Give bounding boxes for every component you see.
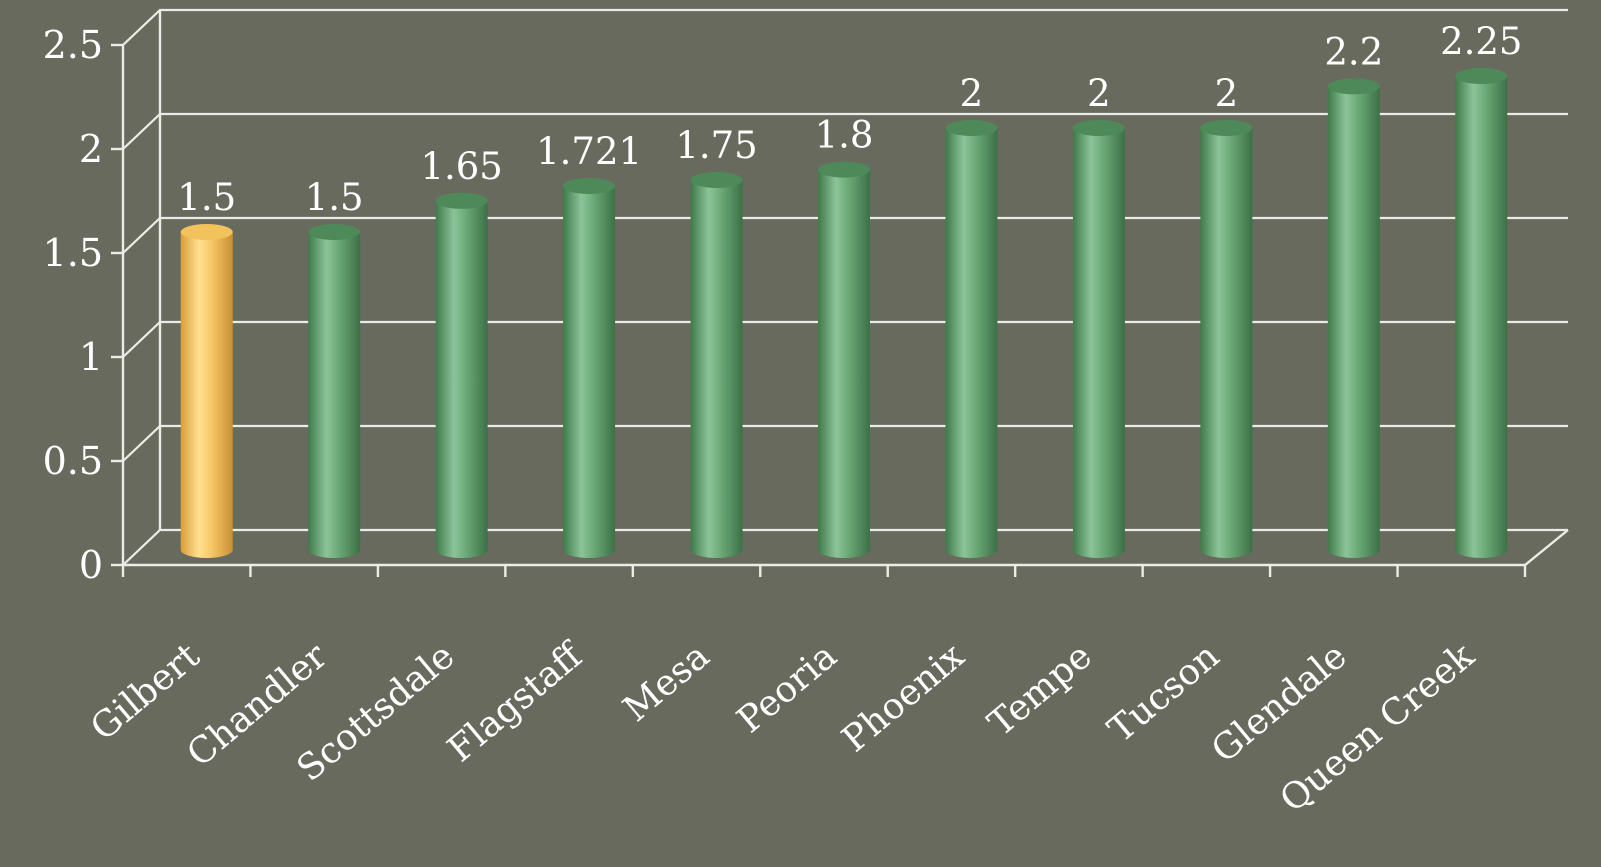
- x-tick-label: Tucson: [1101, 635, 1227, 750]
- data-label: 2: [1087, 72, 1111, 115]
- x-tick-label: Mesa: [616, 635, 718, 729]
- axes: [111, 10, 1569, 577]
- bar-cap: [563, 178, 616, 195]
- data-label: 2: [1215, 72, 1239, 115]
- bar: [308, 224, 361, 558]
- bar-body: [945, 128, 998, 558]
- bar-cap: [180, 224, 233, 240]
- bar-cap: [818, 161, 870, 178]
- bar-body: [1072, 128, 1125, 558]
- bar: [1327, 78, 1380, 559]
- y-tick-label: 1: [79, 335, 103, 379]
- data-label: 2.2: [1324, 30, 1383, 73]
- bar-cap: [690, 172, 743, 188]
- bars: [180, 68, 1508, 559]
- data-label: 1.5: [305, 176, 364, 219]
- bar-body: [435, 200, 488, 559]
- bar-body: [180, 232, 233, 558]
- y-tick-label: 2.5: [43, 23, 103, 67]
- data-label: 1.8: [815, 114, 874, 157]
- bar-body: [1455, 76, 1508, 558]
- bar: [945, 120, 998, 558]
- x-tick-label: Flagstaff: [440, 634, 592, 770]
- y-tick-label: 0.5: [43, 439, 103, 483]
- data-label: 1.5: [177, 176, 236, 219]
- bar: [818, 161, 870, 558]
- y-tick-label: 1.5: [43, 231, 103, 275]
- data-label: 2: [960, 72, 984, 115]
- x-tick-label: Phoenix: [835, 635, 973, 760]
- data-label: 1.75: [675, 124, 757, 167]
- y-tick-label: 2: [79, 127, 103, 171]
- bar-body: [818, 169, 870, 558]
- bar-cap: [435, 192, 488, 209]
- y-tick-label: 0: [79, 543, 103, 587]
- bar-cap: [308, 224, 361, 240]
- bar: [1072, 120, 1125, 558]
- x-tick-label: Peoria: [730, 635, 845, 741]
- bar-body: [1327, 86, 1380, 559]
- bar-cap: [1327, 78, 1380, 95]
- labels: 00.511.522.51.5Gilbert1.5Chandler1.65Sco…: [43, 20, 1523, 821]
- bar-cap: [945, 120, 998, 136]
- bar: [690, 172, 743, 558]
- bar-cap: [1072, 120, 1125, 136]
- bar-cap: [1200, 120, 1253, 136]
- bar-cap: [1455, 68, 1508, 84]
- bar: [1200, 120, 1253, 558]
- bar-body: [563, 186, 616, 559]
- bar: [563, 178, 616, 559]
- bar-body: [690, 180, 743, 558]
- bar: [180, 224, 233, 558]
- bar: [1455, 68, 1508, 558]
- x-tick-label: Tempe: [981, 635, 1100, 744]
- bar-body: [308, 232, 361, 558]
- data-label: 1.65: [420, 145, 502, 188]
- x-tick-label: Gilbert: [83, 635, 208, 749]
- bar-body: [1200, 128, 1253, 558]
- data-label: 1.721: [536, 130, 642, 173]
- bar: [435, 192, 488, 559]
- data-label: 2.25: [1440, 20, 1522, 63]
